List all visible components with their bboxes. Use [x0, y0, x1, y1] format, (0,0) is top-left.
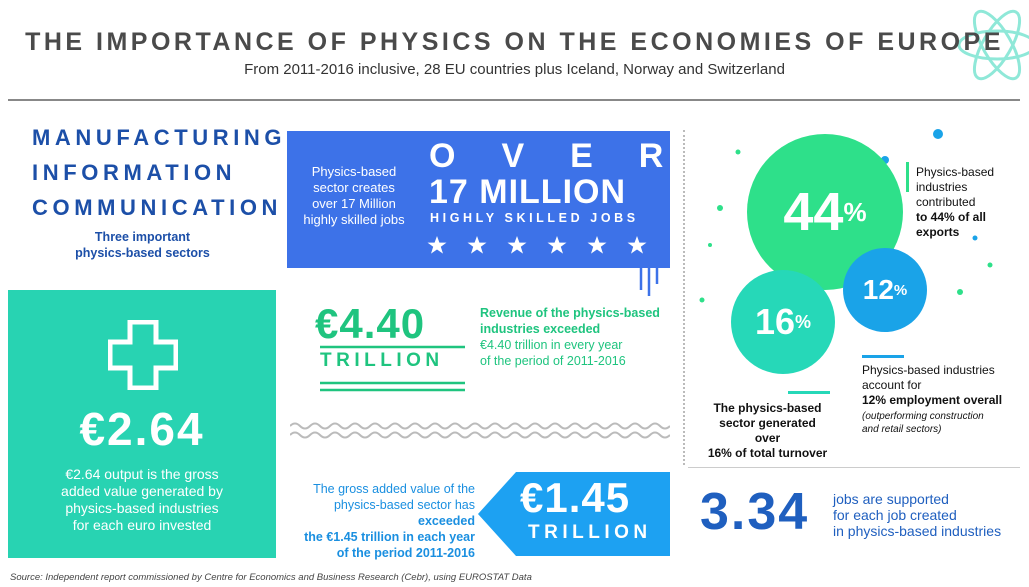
revenue-unit: TRILLION: [320, 350, 444, 372]
subtitle: From 2011-2016 inclusive, 28 EU countrie…: [0, 61, 1029, 78]
text-line: physics-based sector has: [334, 498, 475, 512]
text-line: for each euro invested: [8, 517, 276, 534]
waves: [290, 420, 670, 442]
text-line: and retail sectors): [862, 423, 1002, 436]
text-line: €4.40 trillion in every year: [480, 337, 660, 353]
caption-line: physics-based sectors: [35, 245, 250, 261]
text-line: industries: [916, 180, 994, 195]
text-line: Physics-based industries: [862, 363, 1002, 378]
text-line: in physics-based industries: [833, 523, 1001, 539]
text-line: added value generated by: [8, 483, 276, 500]
accent: [788, 391, 830, 394]
drips: [635, 268, 665, 298]
jobs-figure: 17 MILLION: [429, 173, 626, 212]
ratio-figure: 3.34: [700, 482, 809, 542]
stars: [427, 235, 657, 257]
revenue-figure: €4.40: [315, 300, 425, 348]
divider: [8, 99, 1020, 101]
sector: INFORMATION: [32, 160, 236, 186]
text-line: 16% of total turnover: [705, 446, 830, 461]
text-line: The gross added value of the: [280, 481, 475, 497]
source: Source: Independent report commissioned …: [10, 572, 532, 583]
text-line: of the period 2011-2016: [280, 545, 475, 561]
text-line: exports: [916, 225, 994, 240]
text-line: 12% employment overall: [862, 393, 1002, 408]
text-line: physics-based industries: [8, 500, 276, 517]
infographic: {"header": {"title": "THE IMPORTANCE OF …: [0, 0, 1029, 587]
title: THE IMPORTANCE OF PHYSICS ON THE ECONOMI…: [0, 28, 1029, 57]
exports-unit: %: [843, 197, 866, 228]
gross-figure: €1.45: [520, 474, 630, 522]
text-line: contributed: [916, 195, 994, 210]
turnover-unit: %: [795, 312, 811, 333]
turnover-value: 16: [755, 301, 795, 343]
accent: [862, 355, 904, 358]
employment-circle: 12%: [843, 248, 927, 332]
text-line: over 17 Million: [299, 196, 409, 212]
jobs-label: HIGHLY SKILLED JOBS: [430, 211, 639, 225]
text-line: exceeded: [418, 514, 475, 528]
plus-icon: [108, 320, 178, 390]
sector: MANUFACTURING: [32, 125, 286, 151]
text-line: the €1.45 trillion in each year: [280, 529, 475, 545]
exports-value: 44: [783, 181, 843, 243]
text-line: Physics-based: [916, 165, 994, 180]
text-line: highly skilled jobs: [299, 212, 409, 228]
text-line: The physics-based: [705, 401, 830, 416]
employment-value: 12: [863, 274, 894, 306]
text-line: €2.64 output is the gross: [8, 466, 276, 483]
gross-unit: TRILLION: [528, 522, 652, 544]
accent: [906, 162, 909, 192]
employment-unit: %: [894, 282, 907, 299]
text-line: sector creates: [299, 180, 409, 196]
text-line: jobs are supported: [833, 491, 1001, 507]
sector: COMMUNICATION: [32, 195, 282, 221]
divider: [683, 130, 685, 465]
jobs-over: OVER: [429, 137, 709, 176]
text-line: Physics-based: [299, 164, 409, 180]
text-line: Revenue of the physics-based: [480, 305, 660, 321]
text-line: (outperforming construction: [862, 410, 1002, 423]
text-line: of the period of 2011-2016: [480, 353, 660, 369]
text-line: sector generated over: [705, 416, 830, 446]
gross-text: The gross added value of the physics-bas…: [280, 481, 475, 561]
gva-figure: €2.64: [8, 402, 276, 456]
divider: [688, 467, 1020, 468]
text-line: for each job created: [833, 507, 1001, 523]
turnover-circle: 16%: [731, 270, 835, 374]
text-line: account for: [862, 378, 1002, 393]
text-line: to 44% of all: [916, 210, 994, 225]
text-line: industries exceeded: [480, 321, 660, 337]
caption-line: Three important: [35, 229, 250, 245]
